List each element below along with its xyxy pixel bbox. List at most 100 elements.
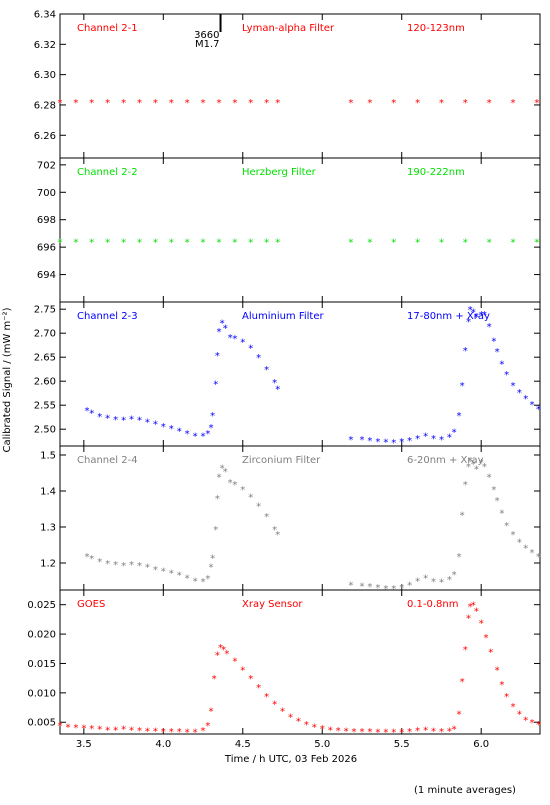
- data-point: *: [210, 554, 215, 565]
- data-point: *: [232, 98, 237, 109]
- data-point: *: [137, 561, 142, 572]
- data-point: *: [471, 308, 476, 319]
- panel-channel-label: Channel 2-2: [77, 167, 138, 178]
- data-point: *: [145, 563, 150, 574]
- data-point: *: [447, 575, 452, 586]
- data-point: *: [463, 98, 468, 109]
- data-point: *: [216, 327, 221, 338]
- data-point: *: [232, 657, 237, 668]
- data-point: *: [256, 501, 261, 512]
- data-point: *: [137, 726, 142, 737]
- flare-annotation-1: 3660: [194, 30, 219, 41]
- data-point: *: [466, 462, 471, 473]
- data-point: *: [487, 238, 492, 249]
- data-point: *: [161, 422, 166, 433]
- panel-filter-label: Xray Sensor: [242, 599, 303, 610]
- data-point: *: [169, 569, 174, 580]
- panel-filter-label: Herzberg Filter: [242, 167, 317, 178]
- data-point: *: [201, 577, 206, 588]
- data-point: *: [452, 428, 457, 439]
- data-point: *: [240, 485, 245, 496]
- data-point: *: [348, 581, 353, 592]
- data-point: *: [216, 473, 221, 484]
- y-tick-label: 1.2: [40, 559, 56, 570]
- data-point: *: [504, 692, 509, 703]
- panel-frame: [59, 589, 541, 735]
- data-point: *: [359, 581, 364, 592]
- data-point: *: [431, 577, 436, 588]
- panel-channel-label: Channel 2-4: [77, 455, 138, 466]
- data-point: *: [456, 411, 461, 422]
- data-point: *: [482, 310, 487, 321]
- data-point: *: [487, 322, 492, 333]
- data-point: *: [121, 725, 126, 736]
- data-point: *: [58, 98, 63, 109]
- data-point: *: [177, 727, 182, 738]
- data-point: *: [423, 573, 428, 584]
- data-point: *: [89, 408, 94, 419]
- data-point: *: [97, 725, 102, 736]
- data-point: *: [153, 726, 158, 737]
- footnote: (1 minute averages): [414, 785, 516, 796]
- data-point: *: [185, 238, 190, 249]
- data-point: *: [215, 494, 220, 505]
- data-point: *: [460, 510, 465, 521]
- data-point: *: [499, 509, 504, 520]
- data-point: *: [105, 98, 110, 109]
- data-point: *: [336, 726, 341, 737]
- data-point: *: [510, 702, 515, 713]
- panel-wavelength-label: 6-20nm + Xray: [407, 455, 484, 466]
- data-point: *: [460, 381, 465, 392]
- data-point: *: [73, 98, 78, 109]
- data-point: *: [367, 727, 372, 738]
- data-point: *: [530, 400, 535, 411]
- data-point: *: [499, 680, 504, 691]
- data-point: *: [407, 581, 412, 592]
- data-point: *: [153, 419, 158, 430]
- y-axis-label: Calibrated Signal / (mW m⁻²): [2, 307, 13, 452]
- data-point: *: [312, 722, 317, 733]
- data-point: *: [232, 334, 237, 345]
- panel-filter-label: Aluminium Filter: [242, 311, 325, 322]
- data-point: *: [452, 570, 457, 581]
- data-point: *: [121, 561, 126, 572]
- data-point: *: [530, 718, 535, 729]
- data-point: *: [248, 344, 253, 355]
- data-point: *: [205, 574, 210, 585]
- x-tick-label: 5.5: [394, 739, 410, 750]
- data-point: *: [58, 238, 63, 249]
- data-point: *: [232, 238, 237, 249]
- data-point: *: [415, 726, 420, 737]
- data-point: *: [463, 645, 468, 656]
- data-point: *: [510, 530, 515, 541]
- data-point: *: [474, 607, 479, 618]
- y-tick-label: 1.3: [40, 523, 56, 534]
- data-point: *: [212, 674, 217, 685]
- data-point: *: [275, 530, 280, 541]
- data-point: *: [213, 525, 218, 536]
- data-point: *: [463, 480, 468, 491]
- data-point: *: [399, 583, 404, 594]
- data-point: *: [89, 724, 94, 735]
- data-point: *: [129, 725, 134, 736]
- data-point: *: [201, 238, 206, 249]
- data-point: *: [210, 411, 215, 422]
- data-point: *: [205, 429, 210, 440]
- data-point: *: [220, 319, 225, 330]
- data-point: *: [383, 438, 388, 449]
- data-point: *: [468, 305, 473, 316]
- data-point: *: [208, 706, 213, 717]
- data-point: *: [359, 435, 364, 446]
- data-point: *: [145, 726, 150, 737]
- data-point: *: [463, 346, 468, 357]
- data-point: *: [216, 238, 221, 249]
- x-tick-label: 4.0: [155, 739, 171, 750]
- data-point: *: [275, 98, 280, 109]
- data-point: *: [487, 98, 492, 109]
- data-point: *: [73, 723, 78, 734]
- data-point: *: [73, 238, 78, 249]
- data-point: *: [504, 521, 509, 532]
- data-point: *: [113, 725, 118, 736]
- data-point: *: [479, 458, 484, 469]
